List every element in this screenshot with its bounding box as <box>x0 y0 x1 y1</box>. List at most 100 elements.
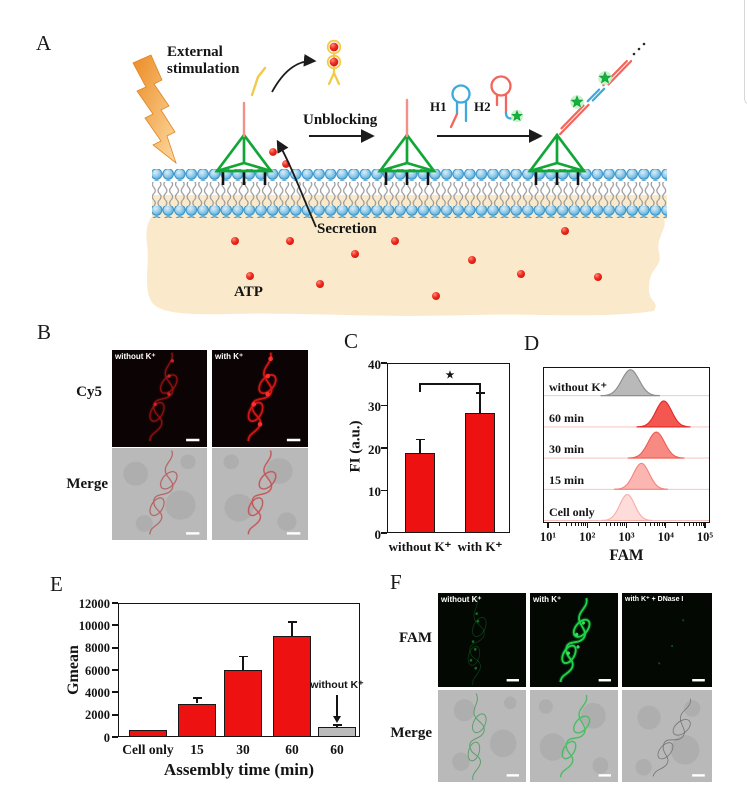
error-bar <box>479 392 481 413</box>
x-category-label: 30 <box>236 742 250 757</box>
y-tick-mark <box>112 602 118 604</box>
blocker-strand <box>250 66 267 97</box>
micrograph-merge-f3 <box>622 690 712 782</box>
merge-row-label-f: Merge <box>390 725 432 741</box>
x-minor-tick <box>585 523 586 526</box>
x-minor-tick <box>684 523 685 526</box>
y-tick-mark <box>112 691 118 694</box>
micrograph-image <box>212 350 308 447</box>
y-tick-mark <box>381 489 387 492</box>
x-minor-tick <box>688 523 690 526</box>
fi-bar-chart: FI (a.u.) 0 10 20 30 40 without K⁺ with K⁺ ★ <box>340 330 535 575</box>
x-minor-tick <box>663 523 665 526</box>
series-label: Cell only <box>549 504 595 519</box>
error-bar <box>291 621 293 636</box>
micrograph-image <box>530 690 618 782</box>
series-label: 15 min <box>549 473 585 488</box>
panel-c-letter: C <box>344 329 359 353</box>
x-tick-label: 10³ <box>618 530 635 544</box>
atp-dot <box>269 148 277 156</box>
y-tick-label: 4000 <box>85 685 110 700</box>
x-tick-mark <box>586 523 588 528</box>
x-minor-tick <box>575 523 576 526</box>
x-minor-tick <box>566 523 568 526</box>
h2-hairpin <box>490 75 516 120</box>
x-minor-tick <box>692 523 694 526</box>
y-tick-label: 2000 <box>85 708 110 723</box>
x-minor-tick <box>656 523 658 526</box>
x-minor-tick <box>614 523 616 526</box>
x-tick-mark <box>665 523 667 528</box>
x-minor-tick <box>559 523 561 526</box>
y-tick-label: 40 <box>368 356 381 372</box>
cell-interior <box>146 216 665 316</box>
error-bar-cap <box>287 621 297 623</box>
h1-hairpin <box>449 84 471 129</box>
y-tick-mark <box>112 624 118 627</box>
x-category-label: with K⁺ <box>457 539 503 554</box>
x-minor-tick <box>677 523 678 526</box>
micrograph-merge-with-k <box>212 448 308 540</box>
micrograph-condition-label: with K⁺ + DNase I <box>625 596 684 603</box>
bar <box>318 726 356 737</box>
bar <box>178 703 216 737</box>
x-minor-tick <box>698 523 700 526</box>
panel-e-letter: E <box>50 572 63 596</box>
x-minor-tick <box>644 523 646 526</box>
y-tick-mark <box>381 362 387 364</box>
lipid-tails <box>152 182 667 207</box>
micrograph-image <box>530 593 618 687</box>
release-arrow <box>271 54 317 93</box>
x-tick-mark <box>704 523 706 528</box>
y-tick-label: 10 <box>368 484 381 499</box>
cy5-row-label: Cy5 <box>76 384 102 400</box>
x-minor-tick <box>659 523 661 526</box>
atp-label: ATP <box>234 284 263 300</box>
x-category-label: without K⁺ <box>388 539 452 554</box>
x-minor-tick <box>649 523 651 526</box>
atp-dots-intracellular <box>231 227 602 300</box>
bar <box>129 730 167 737</box>
x-minor-tick <box>605 523 607 526</box>
histogram-curves <box>544 369 709 522</box>
micrograph-merge-f2 <box>530 690 618 782</box>
micrograph-condition-label: with K⁺ <box>215 352 244 361</box>
lightning-bolt-icon <box>132 54 177 165</box>
micrograph-condition-label: with K⁺ <box>533 595 562 604</box>
series-label: 60 min <box>549 410 585 425</box>
external-line2: stimulation <box>167 60 240 77</box>
y-tick-label: 20 <box>368 441 381 457</box>
micrograph-cy5-without-k: without K⁺ <box>112 350 207 447</box>
x-tick-mark <box>547 523 549 528</box>
micrograph-fam-with-k: with K⁺ <box>530 593 618 687</box>
micrograph-image <box>112 448 207 540</box>
y-tick-label: 0 <box>374 526 382 542</box>
significance-bracket <box>419 383 421 392</box>
micrograph-image <box>622 690 712 782</box>
bar <box>224 670 262 737</box>
x-minor-tick <box>620 523 621 526</box>
h1-label: H1 <box>430 99 447 114</box>
bar <box>465 412 495 533</box>
micrograph-image <box>212 448 308 540</box>
x-minor-tick <box>598 523 600 526</box>
x-tick-mark <box>625 523 628 528</box>
micrograph-image <box>438 690 526 782</box>
series-label: without K⁺ <box>549 379 608 394</box>
x-minor-tick <box>637 523 639 526</box>
series-label: 30 min <box>549 442 585 457</box>
micrograph-fam-dnase: with K⁺ + DNase I <box>622 593 712 687</box>
x-tick-label: 10⁴ <box>657 530 674 544</box>
annotation-arrowhead <box>333 716 341 723</box>
y-tick-label: 8000 <box>85 641 110 656</box>
micrograph-condition-label: without K⁺ <box>115 352 156 361</box>
panel-d-letter: D <box>524 331 540 355</box>
micrograph-image <box>112 350 207 447</box>
significance-star: ★ <box>445 370 455 381</box>
error-bar-cap <box>332 724 342 726</box>
released-aptamer-complex <box>326 39 342 86</box>
secretion-arrow <box>276 139 317 228</box>
secretion-label: Secretion <box>317 221 377 237</box>
annotation-arrow-shaft <box>336 695 338 716</box>
y-tick-mark <box>112 646 118 649</box>
